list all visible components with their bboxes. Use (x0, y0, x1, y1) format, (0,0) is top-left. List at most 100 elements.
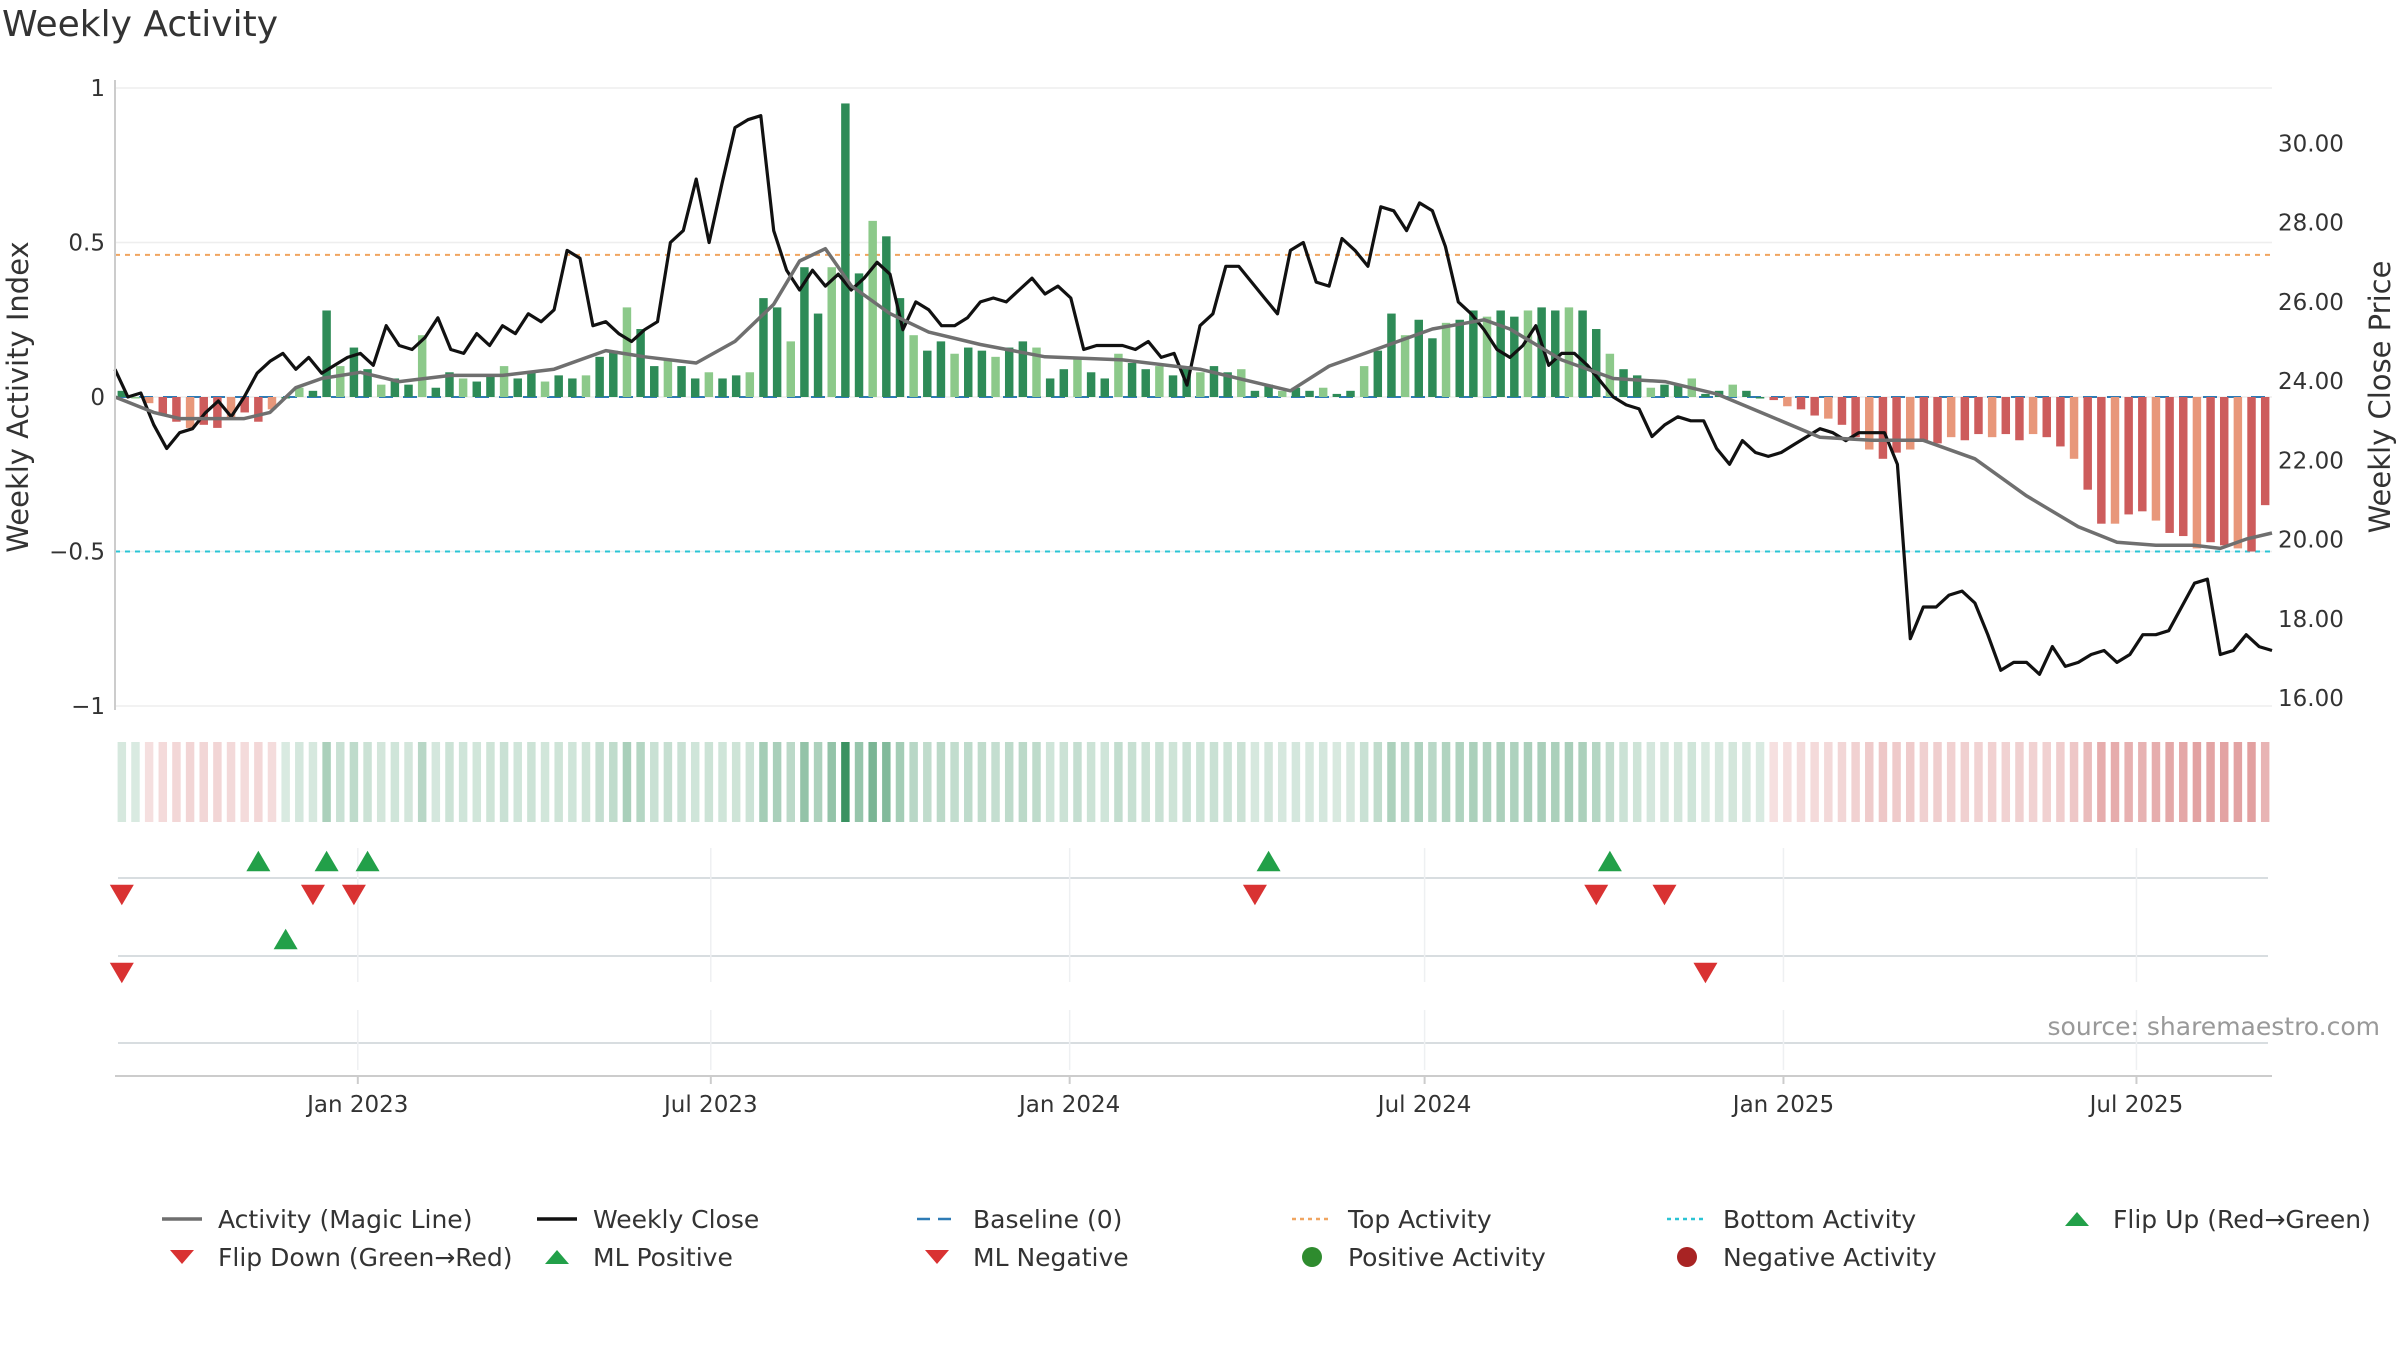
activity-bar (1100, 378, 1109, 397)
heat-strip-cell (1168, 742, 1178, 822)
activity-bar (404, 384, 413, 397)
heat-strip-cell (281, 742, 290, 822)
activity-bar (172, 397, 181, 422)
activity-bar (2015, 397, 2024, 441)
heat-strip-cell (199, 742, 208, 822)
activity-bar (1196, 372, 1205, 397)
heat-strip-cell (1714, 742, 1724, 822)
heat-strip-cell (882, 742, 891, 822)
legend-item-top-activity: Top Activity (1290, 1200, 1492, 1238)
heat-strip-cell (1660, 742, 1669, 822)
heat-strip-cell (2069, 742, 2079, 822)
heat-strip-cell (363, 742, 372, 822)
activity-bar (677, 366, 686, 397)
heat-strip-cell (267, 742, 277, 822)
activity-bar (718, 378, 727, 397)
activity-bar (800, 267, 809, 397)
y-right-axis-title: Weekly Close Price (2363, 261, 2397, 534)
heat-strip-cell (2179, 742, 2188, 822)
activity-bar (417, 335, 427, 397)
activity-bar (1018, 341, 1028, 397)
x-tick-label: Jan 2025 (1731, 1092, 1834, 1118)
heat-strip-cell (226, 742, 236, 822)
activity-bar (1387, 313, 1396, 397)
heat-strip-cell (1605, 742, 1615, 822)
legend-item-weekly-close: Weekly Close (535, 1200, 759, 1238)
y-right-tick-label: 18.00 (2278, 607, 2344, 633)
activity-bar (964, 347, 973, 397)
heat-strip-cell (827, 742, 836, 822)
flip-down-marker (109, 884, 134, 906)
activity-bar (2219, 397, 2229, 546)
heat-strip-cell (431, 742, 441, 822)
activity-bar (1059, 369, 1069, 397)
triangle-up-icon (545, 1250, 569, 1264)
activity-bar (1237, 369, 1246, 397)
activity-bar (1537, 307, 1546, 397)
activity-bar (226, 397, 236, 419)
activity-bar (2056, 397, 2065, 447)
activity-bar (2192, 397, 2202, 549)
heat-strip-cell (895, 742, 905, 822)
heat-strip-cell (1919, 742, 1929, 822)
heat-strip-cell (772, 742, 782, 822)
activity-bar (199, 397, 208, 425)
heat-strip-cell (540, 742, 550, 822)
x-tick-label: Jan 2023 (305, 1092, 408, 1118)
activity-bar (745, 372, 755, 397)
y-tick-label: −0.5 (49, 540, 105, 566)
activity-bar (513, 378, 522, 397)
activity-bar (1605, 353, 1615, 397)
activity-bar (1032, 347, 1041, 397)
heat-strip-cell (813, 742, 823, 822)
heat-strip-cell (1851, 742, 1860, 822)
y-right-tick-label: 16.00 (2278, 686, 2344, 712)
y-axis-title: Weekly Activity Index (1, 241, 35, 552)
activity-bar (240, 397, 249, 413)
heat-strip-cell (841, 742, 850, 822)
heat-strip-cell (1114, 742, 1123, 822)
activity-bar (690, 378, 700, 397)
activity-bar (1004, 347, 1014, 397)
heat-strip-cell (1646, 742, 1656, 822)
activity-bar (117, 390, 127, 397)
activity-bar (472, 381, 482, 397)
y-right-tick-label: 26.00 (2278, 290, 2344, 316)
heat-strip-cell (1305, 742, 1314, 822)
activity-bar (827, 267, 836, 397)
activity-bar (1291, 387, 1301, 397)
activity-bar (1455, 319, 1464, 397)
heat-strip-cell (2138, 742, 2147, 822)
heat-strip-cell (568, 742, 577, 822)
activity-bar (499, 366, 509, 397)
heat-strip-cell (349, 742, 359, 822)
heat-strip-cell (1974, 742, 1983, 822)
heat-strip-cell (1946, 742, 1956, 822)
heat-strip-cell (868, 742, 877, 822)
heat-strip-cell (1387, 742, 1396, 822)
heat-strip-cell (2083, 742, 2092, 822)
legend-label: Activity (Magic Line) (218, 1204, 473, 1234)
heat-strip-cell (2151, 742, 2161, 822)
heat-strip-cell (1482, 742, 1492, 822)
heat-strip-cell (1346, 742, 1355, 822)
heat-strip-cell (677, 742, 686, 822)
legend-item-bottom-activity: Bottom Activity (1665, 1200, 1916, 1238)
activity-bar (213, 397, 222, 428)
activity-bar (2233, 397, 2243, 549)
activity-bar (144, 397, 154, 404)
heat-strip-cell (1987, 742, 1997, 822)
chart-legend: Activity (Magic Line) Weekly Close Baselin… (160, 1200, 2400, 1290)
flip-up-marker (1597, 850, 1622, 872)
heat-strip-cell (1196, 742, 1205, 822)
heat-strip-cell (950, 742, 959, 822)
heat-strip-cell (690, 742, 700, 822)
heat-strip-cell (1619, 742, 1628, 822)
heat-strip-cell (1004, 742, 1014, 822)
heat-strip-cell (650, 742, 659, 822)
y-right-tick-label: 20.00 (2278, 528, 2344, 554)
activity-bar (1892, 397, 1901, 453)
heat-strip-cell (2192, 742, 2202, 822)
heat-strip-cell (322, 742, 331, 822)
heat-strip-cell (2233, 742, 2243, 822)
